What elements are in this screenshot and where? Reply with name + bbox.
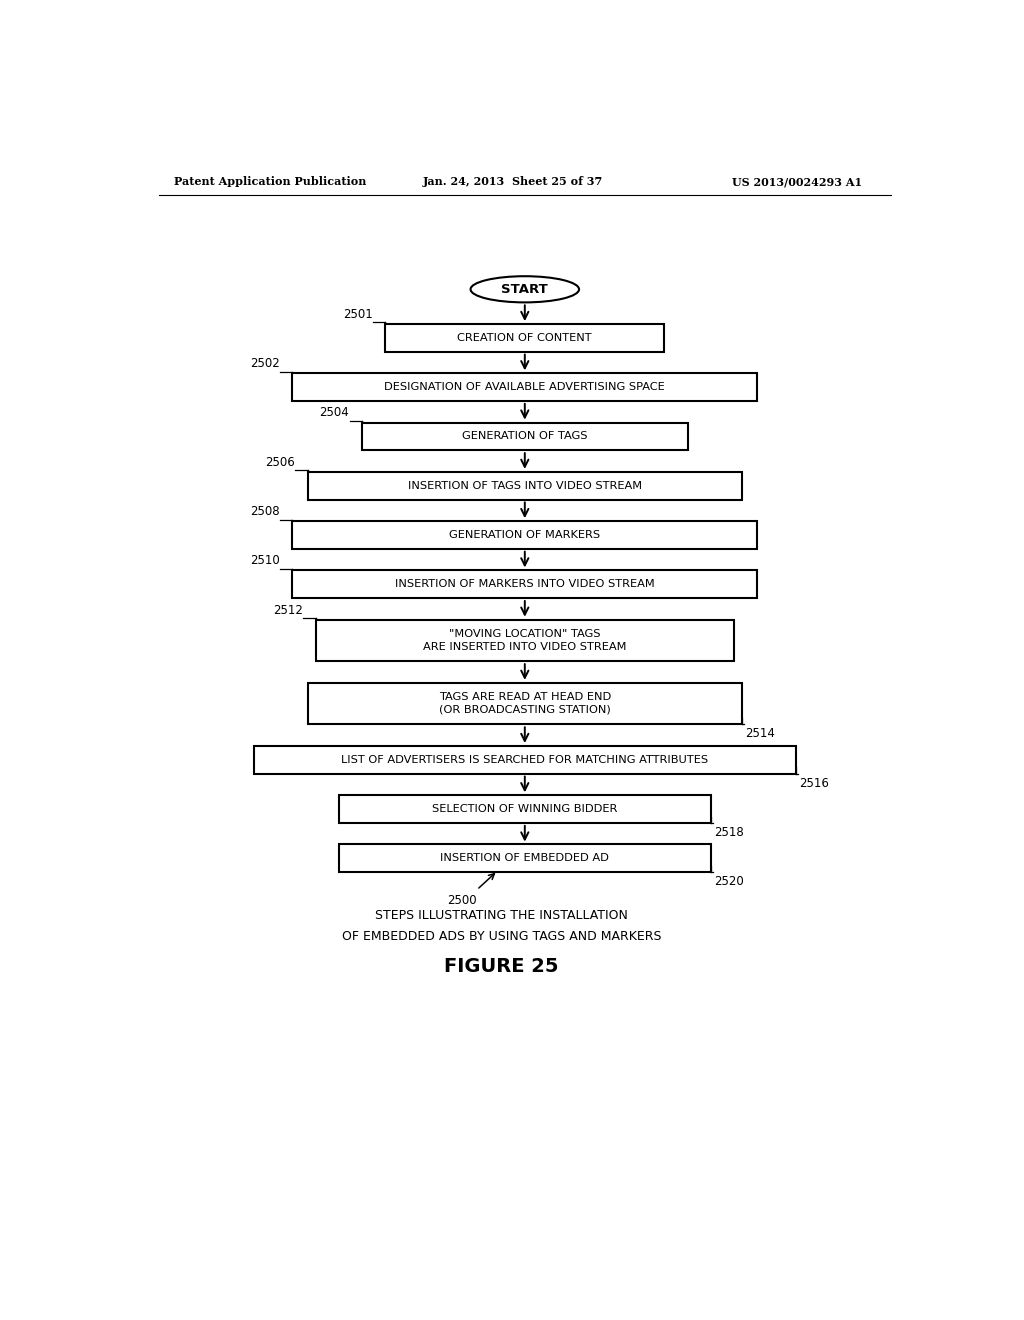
Text: STEPS ILLUSTRATING THE INSTALLATION: STEPS ILLUSTRATING THE INSTALLATION — [375, 908, 628, 921]
Text: "MOVING LOCATION" TAGS
ARE INSERTED INTO VIDEO STREAM: "MOVING LOCATION" TAGS ARE INSERTED INTO… — [423, 630, 627, 652]
Text: DESIGNATION OF AVAILABLE ADVERTISING SPACE: DESIGNATION OF AVAILABLE ADVERTISING SPA… — [384, 381, 666, 392]
Text: Patent Application Publication: Patent Application Publication — [174, 176, 367, 187]
Text: CREATION OF CONTENT: CREATION OF CONTENT — [458, 333, 592, 343]
Bar — [362, 422, 687, 450]
Text: OF EMBEDDED ADS BY USING TAGS AND MARKERS: OF EMBEDDED ADS BY USING TAGS AND MARKER… — [342, 931, 662, 944]
Text: 2502: 2502 — [250, 358, 280, 370]
Text: 2518: 2518 — [714, 826, 743, 840]
Bar — [315, 619, 734, 661]
Text: Jan. 24, 2013  Sheet 25 of 37: Jan. 24, 2013 Sheet 25 of 37 — [423, 176, 603, 187]
Ellipse shape — [471, 276, 579, 302]
Text: 2514: 2514 — [744, 727, 775, 741]
Text: 2512: 2512 — [273, 603, 303, 616]
Text: 2506: 2506 — [265, 455, 295, 469]
Bar — [339, 795, 711, 822]
Text: INSERTION OF TAGS INTO VIDEO STREAM: INSERTION OF TAGS INTO VIDEO STREAM — [408, 480, 642, 491]
Bar — [292, 374, 758, 401]
Text: 2520: 2520 — [714, 875, 743, 888]
Text: 2516: 2516 — [799, 776, 829, 789]
Text: INSERTION OF MARKERS INTO VIDEO STREAM: INSERTION OF MARKERS INTO VIDEO STREAM — [395, 579, 654, 589]
Text: 2504: 2504 — [319, 407, 349, 420]
Text: GENERATION OF TAGS: GENERATION OF TAGS — [462, 432, 588, 441]
Text: FIGURE 25: FIGURE 25 — [444, 957, 559, 975]
Bar — [308, 682, 741, 725]
Text: 2510: 2510 — [250, 554, 280, 568]
Text: 2500: 2500 — [447, 894, 477, 907]
Text: US 2013/0024293 A1: US 2013/0024293 A1 — [732, 176, 862, 187]
Text: 2508: 2508 — [250, 506, 280, 517]
Text: SELECTION OF WINNING BIDDER: SELECTION OF WINNING BIDDER — [432, 804, 617, 814]
Text: GENERATION OF MARKERS: GENERATION OF MARKERS — [450, 529, 600, 540]
Bar — [292, 521, 758, 549]
Text: INSERTION OF EMBEDDED AD: INSERTION OF EMBEDDED AD — [440, 853, 609, 863]
Text: LIST OF ADVERTISERS IS SEARCHED FOR MATCHING ATTRIBUTES: LIST OF ADVERTISERS IS SEARCHED FOR MATC… — [341, 755, 709, 764]
Text: 2501: 2501 — [343, 308, 373, 321]
Text: START: START — [502, 282, 548, 296]
Bar — [308, 471, 741, 499]
Bar — [254, 746, 796, 774]
Bar — [339, 845, 711, 873]
Bar — [385, 323, 665, 351]
Bar — [292, 570, 758, 598]
Text: TAGS ARE READ AT HEAD END
(OR BROADCASTING STATION): TAGS ARE READ AT HEAD END (OR BROADCASTI… — [438, 693, 611, 714]
